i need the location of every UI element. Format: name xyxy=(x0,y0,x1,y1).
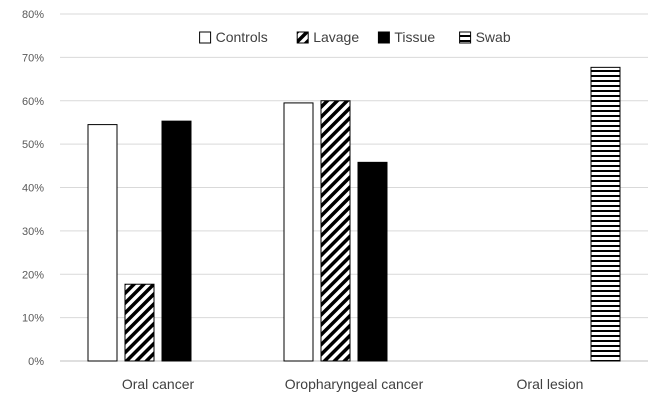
bar-swab-2 xyxy=(590,66,621,362)
y-tick-label: 40% xyxy=(22,183,44,195)
legend-label: Lavage xyxy=(313,29,359,45)
x-axis-categories: Oral cancer Oropharyngeal cancer Oral lesi… xyxy=(122,376,584,392)
legend-item-swab: Swab xyxy=(459,29,511,45)
bar-lavage-1 xyxy=(320,100,351,362)
legend-swatch-controls xyxy=(199,31,212,44)
category-label: Oral lesion xyxy=(517,376,584,392)
category-label: Oral cancer xyxy=(122,376,195,392)
y-tick-label: 50% xyxy=(22,139,44,151)
legend-item-lavage: Lavage xyxy=(296,29,359,45)
category-label: Oropharyngeal cancer xyxy=(285,376,424,392)
legend: Controls Lavage Tissue Swab xyxy=(199,29,511,45)
legend-label: Controls xyxy=(216,29,268,45)
legend-label: Tissue xyxy=(394,29,435,45)
bar-controls-0 xyxy=(87,124,118,362)
y-tick-label: 80% xyxy=(22,9,44,21)
legend-label: Swab xyxy=(476,29,511,45)
y-tick-label: 60% xyxy=(22,96,44,108)
y-tick-label: 70% xyxy=(22,52,44,64)
legend-swatch-lavage xyxy=(296,31,309,44)
y-tick-label: 10% xyxy=(22,313,44,325)
y-tick-label: 20% xyxy=(22,269,44,281)
legend-item-tissue: Tissue xyxy=(377,29,435,45)
y-axis-ticks: 0% 10% 20% 30% 40% 50% 60% 70% 80% xyxy=(22,9,44,368)
bar-controls-1 xyxy=(283,102,314,362)
legend-swatch-swab xyxy=(459,31,472,44)
bar-tissue-1 xyxy=(357,161,388,362)
gridlines xyxy=(60,13,648,362)
y-tick-label: 0% xyxy=(28,356,44,368)
bars xyxy=(87,66,621,362)
y-tick-label: 30% xyxy=(22,226,44,238)
bar-lavage-0 xyxy=(124,283,155,362)
legend-swatch-tissue xyxy=(377,31,390,44)
bar-tissue-0 xyxy=(161,120,192,362)
legend-item-controls: Controls xyxy=(199,29,268,45)
